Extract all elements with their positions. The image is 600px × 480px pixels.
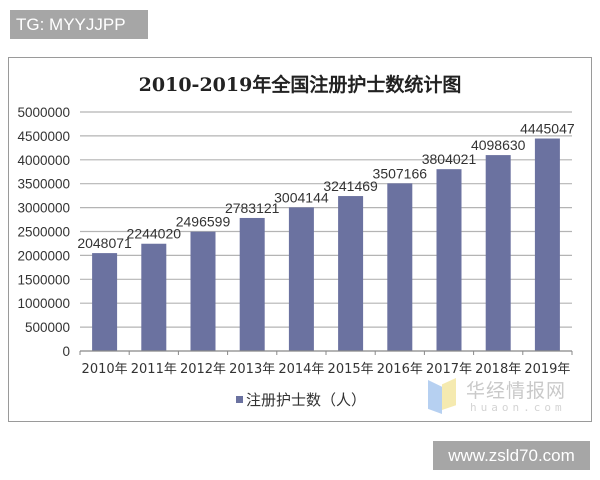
data-label: 3004144 — [274, 189, 329, 205]
x-tick-label: 2010年 — [82, 362, 128, 377]
x-axis: 2010年 2011年 2012年 2013年 2014年 2015年 2016年 2017年… — [79, 350, 573, 377]
legend: 注册护士数（人） — [236, 389, 366, 410]
data-label: 2048071 — [77, 235, 132, 251]
x-tick-label: 2015年 — [328, 362, 374, 377]
watermark-en-text: huaon.com — [470, 401, 566, 414]
y-axis-ticks: 0 500000 1000000 1500000 2000000 2500000 30000… — [17, 105, 70, 359]
bar — [92, 253, 118, 351]
y-tick-label: 4000000 — [17, 153, 70, 168]
data-label: 2244020 — [127, 226, 182, 242]
y-tick-label: 1000000 — [17, 296, 70, 311]
y-tick-label: 3500000 — [17, 177, 70, 192]
y-tick-label: 0 — [62, 344, 70, 359]
x-tick-label: 2014年 — [278, 362, 324, 377]
chart-title: 2010-2019年全国注册护士数统计图 — [138, 74, 462, 96]
data-label: 4098630 — [471, 137, 526, 153]
bar — [436, 169, 462, 351]
bar — [485, 155, 511, 351]
watermark-cn-text: 华经情报网 — [466, 380, 567, 402]
bar — [387, 183, 413, 351]
data-labels: 2048071224402024965992783121300414432414… — [77, 121, 575, 252]
bar — [141, 243, 167, 351]
y-tick-label: 3000000 — [17, 201, 70, 216]
x-tick-label: 2017年 — [426, 362, 472, 377]
x-tick-label: 2019年 — [524, 362, 570, 377]
data-label: 3507166 — [373, 165, 428, 181]
x-tick-label: 2013年 — [229, 362, 275, 377]
watermark: 华经情报网 huaon.com — [428, 374, 578, 418]
bar — [288, 207, 314, 351]
bars — [92, 138, 560, 351]
data-label: 2783121 — [225, 200, 280, 216]
y-tick-label: 500000 — [25, 320, 70, 335]
url-badge: www.zsld70.com — [433, 441, 590, 470]
y-tick-label: 2500000 — [17, 225, 70, 240]
y-tick-label: 4500000 — [17, 129, 70, 144]
bar — [239, 217, 265, 351]
y-tick-label: 5000000 — [17, 105, 70, 120]
data-label: 4445047 — [520, 121, 575, 137]
bar — [338, 196, 364, 351]
bar — [190, 231, 216, 351]
watermark-logo-icon — [428, 380, 442, 414]
x-tick-label: 2012年 — [180, 362, 226, 377]
data-label: 2496599 — [176, 214, 231, 230]
x-tick-label: 2011年 — [131, 362, 177, 377]
x-tick-label: 2016年 — [377, 362, 423, 377]
legend-label: 注册护士数（人） — [246, 391, 367, 409]
bar — [534, 138, 560, 351]
x-tick-label: 2018年 — [475, 362, 521, 377]
watermark-logo-icon-right — [442, 378, 456, 410]
legend-swatch-icon — [236, 396, 243, 403]
tg-badge: TG: MYYJJPP — [10, 10, 148, 39]
y-tick-label: 2000000 — [17, 248, 70, 263]
y-tick-label: 1500000 — [17, 272, 70, 287]
data-label: 3804021 — [422, 151, 477, 167]
data-label: 3241469 — [323, 178, 378, 194]
